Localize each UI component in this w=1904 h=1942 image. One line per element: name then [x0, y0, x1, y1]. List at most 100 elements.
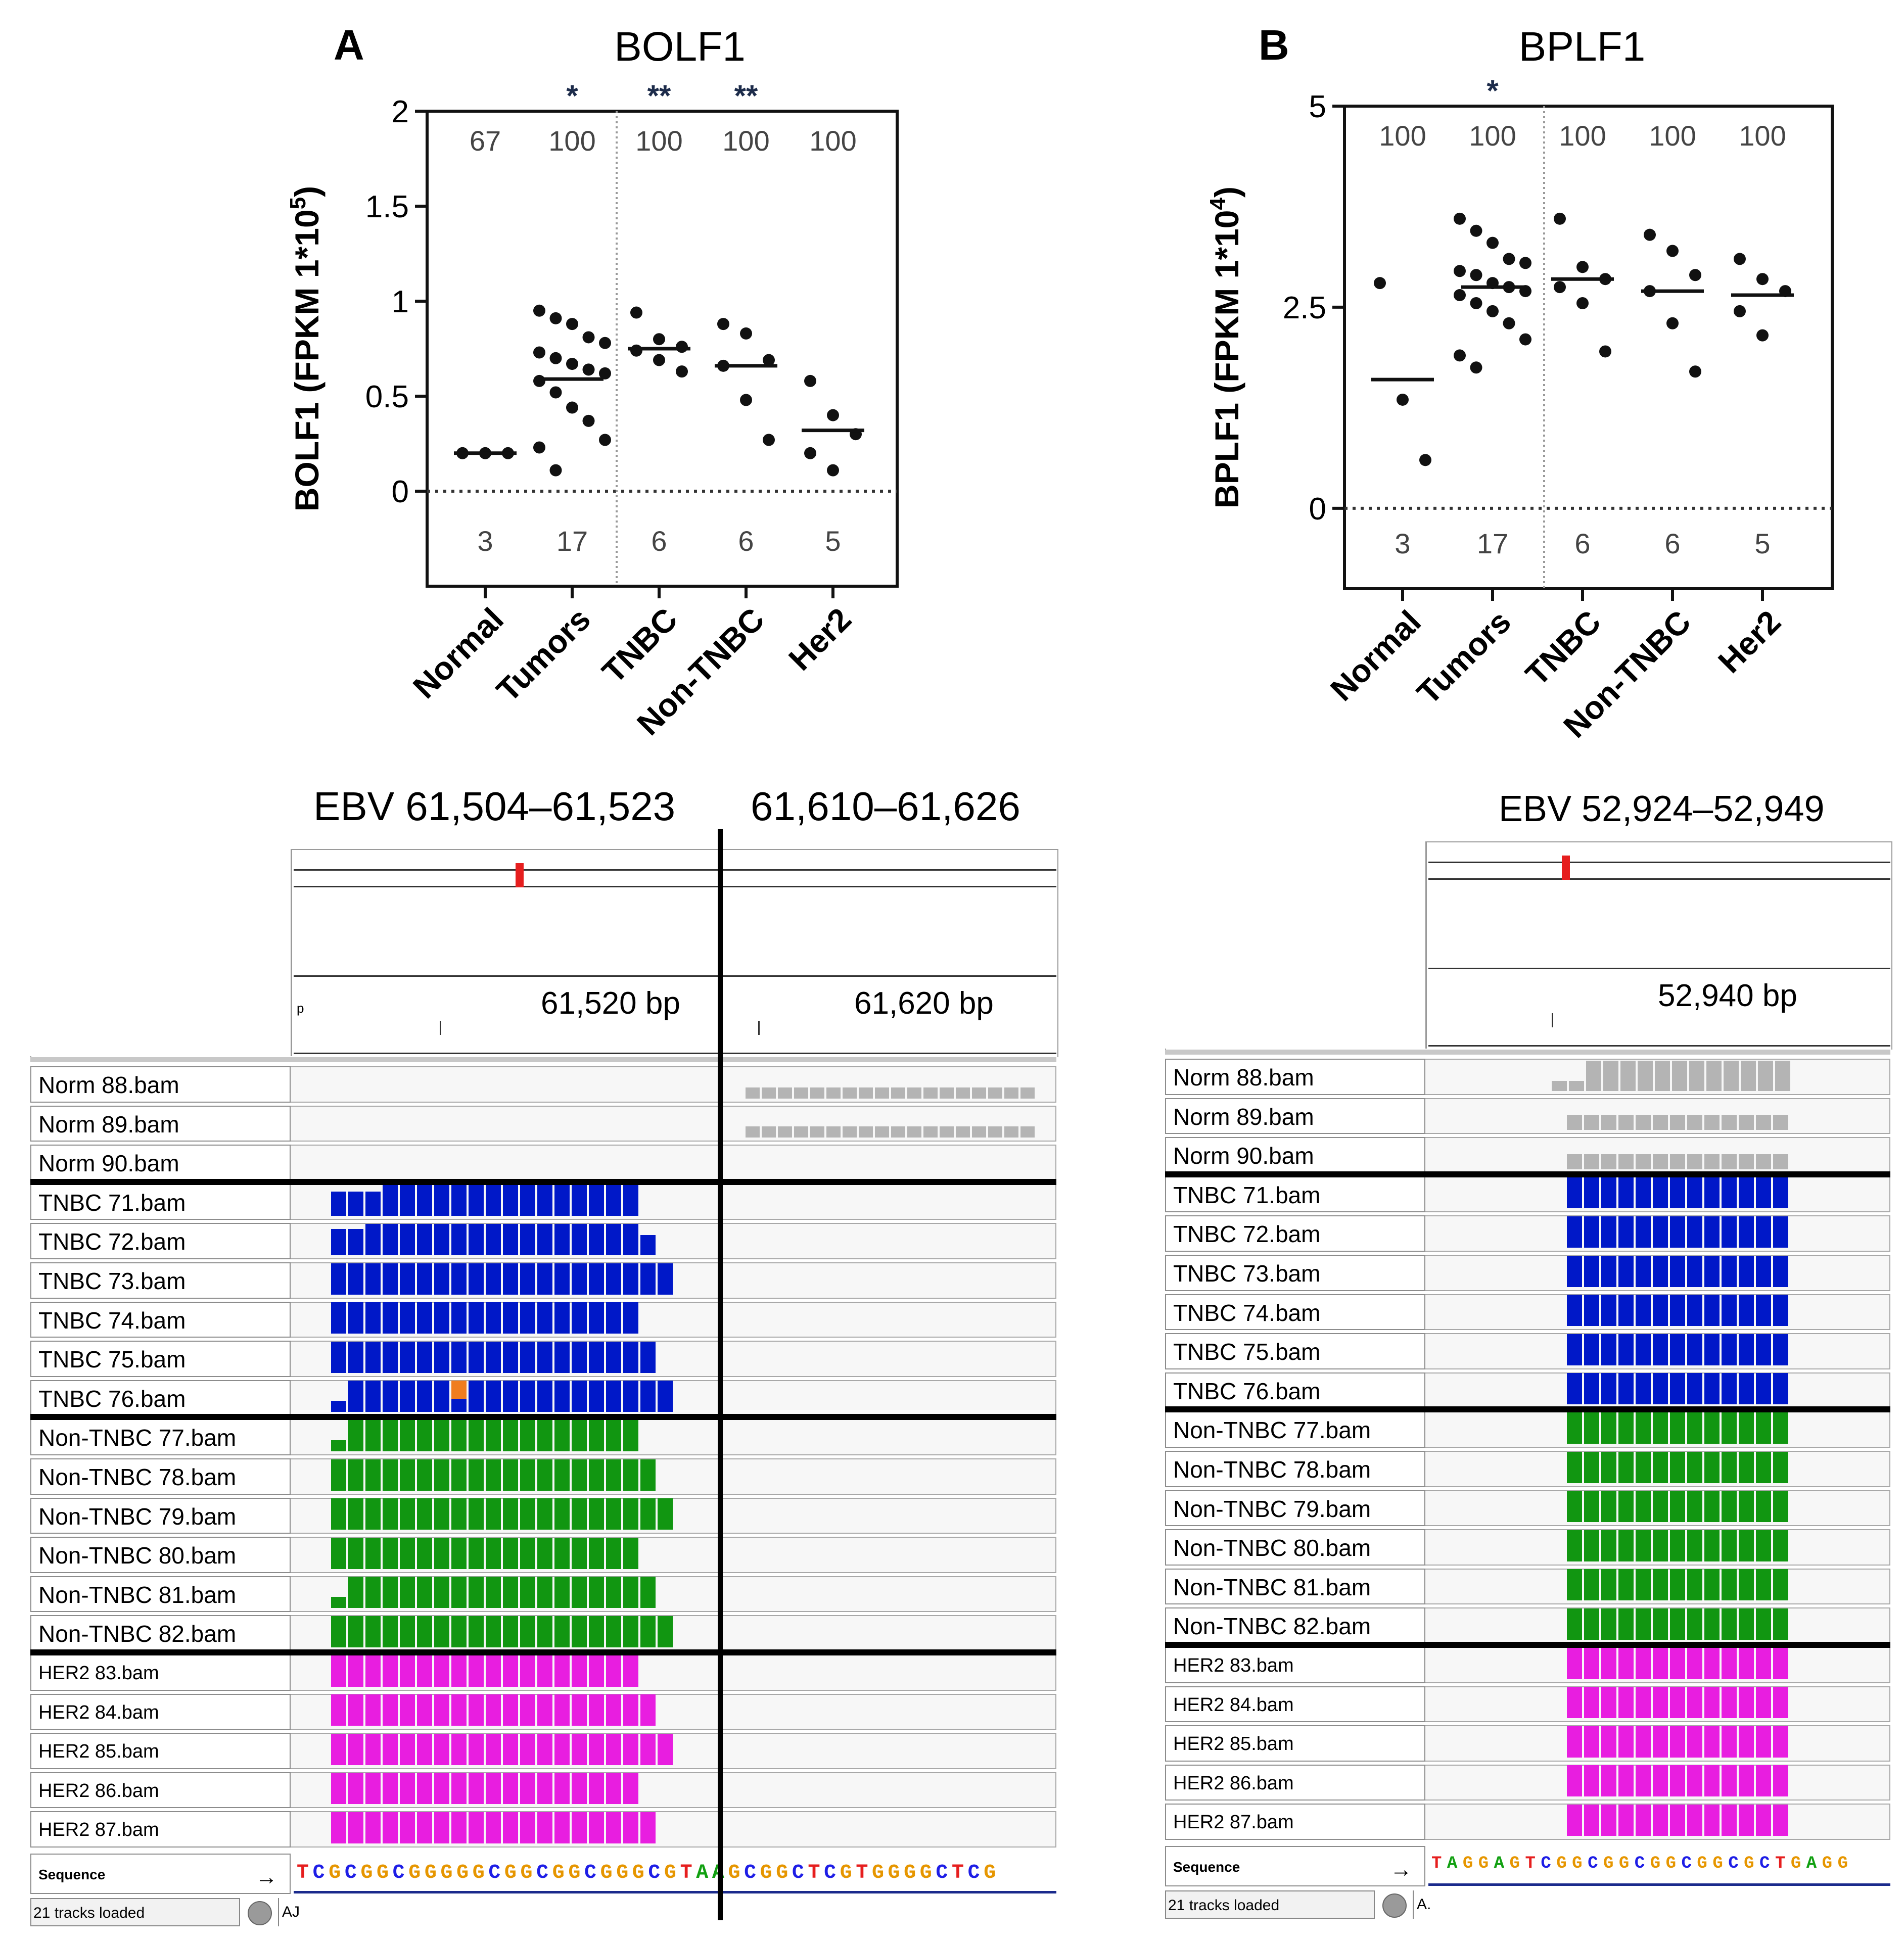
coverage-bar	[1704, 1295, 1720, 1327]
coverage-bar	[1584, 1255, 1599, 1287]
coverage-bar	[451, 1694, 467, 1726]
coverage-track	[291, 1733, 1056, 1769]
coverage-bar	[417, 1302, 432, 1334]
track-name[interactable]: TNBC 74.bam	[30, 1301, 291, 1338]
y-axis-label-text: BOLF1 (FPKM 1*10	[288, 209, 326, 511]
track-name[interactable]: Norm 90.bam	[30, 1145, 291, 1181]
track-name[interactable]: TNBC 73.bam	[30, 1262, 291, 1299]
track-name[interactable]: HER2 84.bam	[30, 1693, 291, 1730]
coverage-bar	[826, 1126, 841, 1138]
sequence-base: G	[600, 1862, 617, 1884]
coverage-bar	[537, 1773, 552, 1805]
coverage-bar	[400, 1419, 415, 1451]
track-name[interactable]: Norm 88.bam	[1165, 1059, 1425, 1095]
sequence-base: G	[1744, 1854, 1760, 1873]
coverage-bar	[778, 1126, 792, 1138]
coverage-bar	[859, 1087, 873, 1099]
coverage-bar	[1756, 1804, 1771, 1836]
data-point	[763, 434, 775, 446]
coverage-bar	[1722, 1373, 1737, 1405]
track-name[interactable]: HER2 85.bam	[30, 1733, 291, 1769]
track-name[interactable]: HER2 87.bam	[30, 1811, 291, 1848]
track-name[interactable]: TNBC 76.bam	[30, 1380, 291, 1416]
coverage-bar	[1653, 1115, 1668, 1130]
coverage-bar	[1687, 1216, 1702, 1248]
coverage-bar	[1601, 1530, 1616, 1561]
track-name[interactable]: Non-TNBC 82.bam	[1165, 1607, 1425, 1644]
coverage-bar	[1567, 1115, 1582, 1130]
track-name[interactable]: TNBC 71.bam	[1165, 1176, 1425, 1213]
track-name[interactable]: Non-TNBC 82.bam	[30, 1615, 291, 1651]
x-tick-label: Normal	[1323, 603, 1428, 708]
track-name[interactable]: Non-TNBC 78.bam	[30, 1458, 291, 1495]
coverage-bar	[640, 1341, 656, 1373]
track-name[interactable]: TNBC 72.bam	[30, 1223, 291, 1259]
track-name[interactable]: Norm 90.bam	[1165, 1137, 1425, 1173]
track-name[interactable]: TNBC 72.bam	[1165, 1215, 1425, 1252]
track-name[interactable]: TNBC 74.bam	[1165, 1294, 1425, 1331]
sequence-base: G	[440, 1862, 457, 1884]
track-name[interactable]: HER2 83.bam	[1165, 1647, 1425, 1683]
memory-indicator-icon[interactable]	[1382, 1893, 1407, 1918]
coverage-bar	[348, 1228, 363, 1255]
track-name[interactable]: Non-TNBC 77.bam	[30, 1419, 291, 1455]
track-name[interactable]: TNBC 75.bam	[1165, 1333, 1425, 1369]
coverage-bar	[1704, 1765, 1720, 1797]
track-name[interactable]: TNBC 71.bam	[30, 1183, 291, 1220]
coverage-bar	[417, 1419, 432, 1451]
data-point	[1397, 393, 1409, 406]
coverage-bar	[1739, 1765, 1754, 1797]
coverage-bar	[383, 1812, 398, 1843]
track-name[interactable]: Norm 89.bam	[1165, 1098, 1425, 1134]
coverage-bar	[1670, 1804, 1685, 1836]
coverage-bar	[1653, 1255, 1668, 1287]
data-point	[827, 409, 839, 421]
coverage-bar	[417, 1616, 432, 1647]
coverage-bar	[331, 1694, 346, 1726]
track-name[interactable]: TNBC 76.bam	[1165, 1372, 1425, 1409]
data-point	[533, 441, 545, 454]
coverage-bar	[537, 1694, 552, 1726]
track-name[interactable]: Non-TNBC 80.bam	[1165, 1529, 1425, 1566]
coverage-bar	[1687, 1451, 1702, 1483]
coverage-bar	[400, 1733, 415, 1765]
coverage-track	[1425, 1764, 1890, 1801]
coverage-track	[1425, 1529, 1890, 1566]
track-name[interactable]: Non-TNBC 81.bam	[1165, 1568, 1425, 1605]
coverage-bar	[554, 1694, 570, 1726]
coverage-bar	[554, 1812, 570, 1843]
coverage-bar	[365, 1655, 381, 1687]
sample-count-label: 5	[825, 525, 841, 557]
coverage-bar	[572, 1577, 587, 1608]
coverage-bar	[434, 1655, 449, 1687]
track-name[interactable]: HER2 83.bam	[30, 1654, 291, 1691]
top-percentage-label: 100	[722, 125, 769, 157]
track-name[interactable]: HER2 86.bam	[30, 1772, 291, 1809]
coverage-bar	[1739, 1177, 1754, 1209]
coverage-bar	[589, 1577, 604, 1608]
track-name[interactable]: Norm 88.bam	[30, 1066, 291, 1103]
coverage-bar	[503, 1537, 518, 1569]
track-name[interactable]: Non-TNBC 77.bam	[1165, 1411, 1425, 1448]
track-name[interactable]: Norm 89.bam	[30, 1105, 291, 1142]
track-name[interactable]: HER2 84.bam	[1165, 1686, 1425, 1723]
coverage-bar	[1687, 1177, 1702, 1209]
track-name[interactable]: HER2 87.bam	[1165, 1804, 1425, 1840]
track-name[interactable]: Non-TNBC 78.bam	[1165, 1451, 1425, 1487]
track-name[interactable]: Non-TNBC 81.bam	[30, 1576, 291, 1613]
track-name[interactable]: TNBC 75.bam	[30, 1341, 291, 1377]
memory-indicator-icon[interactable]	[248, 1901, 272, 1925]
track-name[interactable]: HER2 85.bam	[1165, 1725, 1425, 1762]
coverage-bar	[606, 1381, 621, 1412]
track-name[interactable]: HER2 86.bam	[1165, 1764, 1425, 1801]
track-name[interactable]: Non-TNBC 79.bam	[30, 1497, 291, 1534]
track-name[interactable]: TNBC 73.bam	[1165, 1255, 1425, 1291]
data-point	[533, 346, 545, 359]
sequence-base: G	[1665, 1854, 1682, 1873]
data-point	[740, 394, 752, 406]
coverage-bar	[1552, 1080, 1567, 1091]
track-name[interactable]: Non-TNBC 80.bam	[30, 1537, 291, 1573]
coverage-bar	[537, 1616, 552, 1647]
coverage-bar	[1739, 1608, 1754, 1640]
track-name[interactable]: Non-TNBC 79.bam	[1165, 1490, 1425, 1527]
